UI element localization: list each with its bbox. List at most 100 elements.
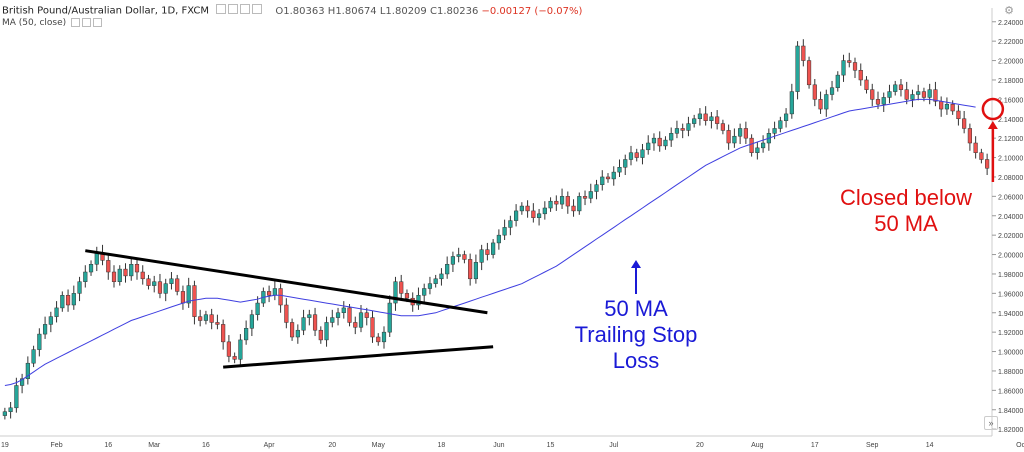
x-tick-label: 16: [104, 442, 112, 449]
candle-body: [427, 283, 433, 289]
y-tick-label: 2.14000: [998, 117, 1023, 124]
symbol-title: British Pound/Australian Dollar, 1D, FXC…: [2, 5, 209, 17]
candle-body: [686, 123, 691, 131]
y-tick-label: 2.16000: [998, 97, 1023, 104]
candle-body: [238, 339, 243, 360]
candles-layer: [2, 39, 990, 420]
x-tick-label: Jul: [609, 442, 618, 449]
annotation-trailing-stop: 50 MA Trailing Stop Loss: [556, 296, 716, 374]
candle-body: [272, 288, 277, 296]
ma-legend[interactable]: MA (50, close): [2, 18, 103, 28]
candle-body: [244, 328, 249, 341]
y-tick-label: 2.04000: [998, 214, 1023, 221]
candle-body: [870, 89, 875, 100]
candle-body: [381, 331, 387, 343]
candle-body: [588, 191, 593, 199]
y-tick-label: 1.82000: [998, 427, 1023, 434]
x-tick-label: Aug: [751, 442, 764, 449]
candle-body: [519, 205, 524, 212]
candle-body: [433, 278, 438, 284]
candle-body: [335, 312, 341, 318]
candle-body: [180, 291, 186, 304]
candle-body: [289, 322, 295, 338]
y-tick-label: 2.20000: [998, 59, 1023, 66]
header-buttons[interactable]: [216, 4, 264, 17]
candle-body: [502, 227, 507, 236]
candle-body: [175, 278, 180, 292]
trendline-upper: [85, 249, 488, 315]
candle-body: [812, 84, 817, 100]
y-tick-label: 1.88000: [998, 369, 1023, 376]
y-tick-label: 1.94000: [998, 311, 1023, 318]
candle-body: [192, 285, 197, 317]
settings-gear-icon[interactable]: ⚙: [1004, 5, 1014, 17]
candle-body: [640, 149, 645, 158]
candle-body: [720, 123, 725, 131]
candle-body: [709, 116, 714, 121]
candle-body: [54, 307, 59, 317]
candle-body: [887, 91, 892, 98]
candle-body: [548, 200, 553, 209]
y-tick-label: 1.86000: [998, 388, 1023, 395]
y-tick-label: 1.90000: [998, 350, 1023, 357]
x-tick-label: Jun: [493, 442, 504, 449]
y-tick-label: 2.02000: [998, 233, 1023, 240]
candle-body: [491, 242, 496, 255]
ma-legend-label: MA (50, close): [2, 18, 67, 28]
candle-body: [847, 60, 852, 63]
scroll-to-realtime-icon[interactable]: »: [984, 416, 998, 430]
candle-body: [221, 324, 226, 343]
candle-body: [370, 317, 375, 338]
x-tick-label: Sep: [866, 442, 879, 449]
candle-body: [2, 411, 7, 416]
candle-body: [806, 60, 812, 86]
candle-body: [904, 89, 909, 100]
candle-body: [715, 116, 720, 124]
candle-body: [399, 281, 404, 294]
candle-body: [933, 89, 938, 102]
candle-body: [852, 62, 858, 71]
candle-body: [692, 118, 697, 124]
candle-body: [106, 260, 111, 273]
candle-body: [939, 101, 944, 110]
annotation-line: Closed below: [839, 185, 973, 210]
candle-body: [508, 220, 513, 228]
x-tick-label: Mar: [148, 442, 161, 449]
candle-body: [267, 291, 272, 296]
candle-body: [48, 316, 53, 325]
x-tick-label: 19: [1, 442, 9, 449]
candle-body: [743, 128, 748, 139]
candle-body: [117, 268, 122, 282]
candle-body: [726, 130, 731, 144]
y-tick-label: 2.08000: [998, 175, 1023, 182]
candle-body: [956, 110, 961, 120]
candle-body: [611, 171, 616, 180]
candle-body: [129, 264, 134, 277]
y-tick-label: 2.18000: [998, 78, 1023, 85]
ma-50-line: [4, 98, 976, 386]
annotation-line: 50 MA: [874, 210, 938, 236]
candle-body: [559, 196, 565, 205]
candle-body: [473, 262, 478, 280]
candle-body: [967, 128, 972, 144]
candle-body: [864, 79, 869, 90]
candle-body: [111, 271, 117, 282]
candle-body: [134, 264, 140, 273]
candle-body: [927, 89, 932, 98]
candle-body: [8, 407, 13, 412]
candle-body: [674, 128, 680, 134]
candle-body: [146, 278, 151, 286]
candle-body: [646, 142, 651, 151]
x-tick-label: May: [372, 442, 386, 449]
candle-body: [14, 385, 19, 409]
annotation-closed-below: Closed below 50 MA: [836, 185, 976, 237]
x-tick-label: 17: [811, 442, 819, 449]
candle-body: [77, 281, 82, 294]
candle-body: [829, 87, 835, 95]
candle-body: [514, 210, 519, 221]
x-tick-label: Oct: [1016, 442, 1024, 449]
annotation-line: Loss: [612, 347, 660, 373]
candle-body: [657, 137, 662, 147]
x-tick-label: 18: [438, 442, 446, 449]
